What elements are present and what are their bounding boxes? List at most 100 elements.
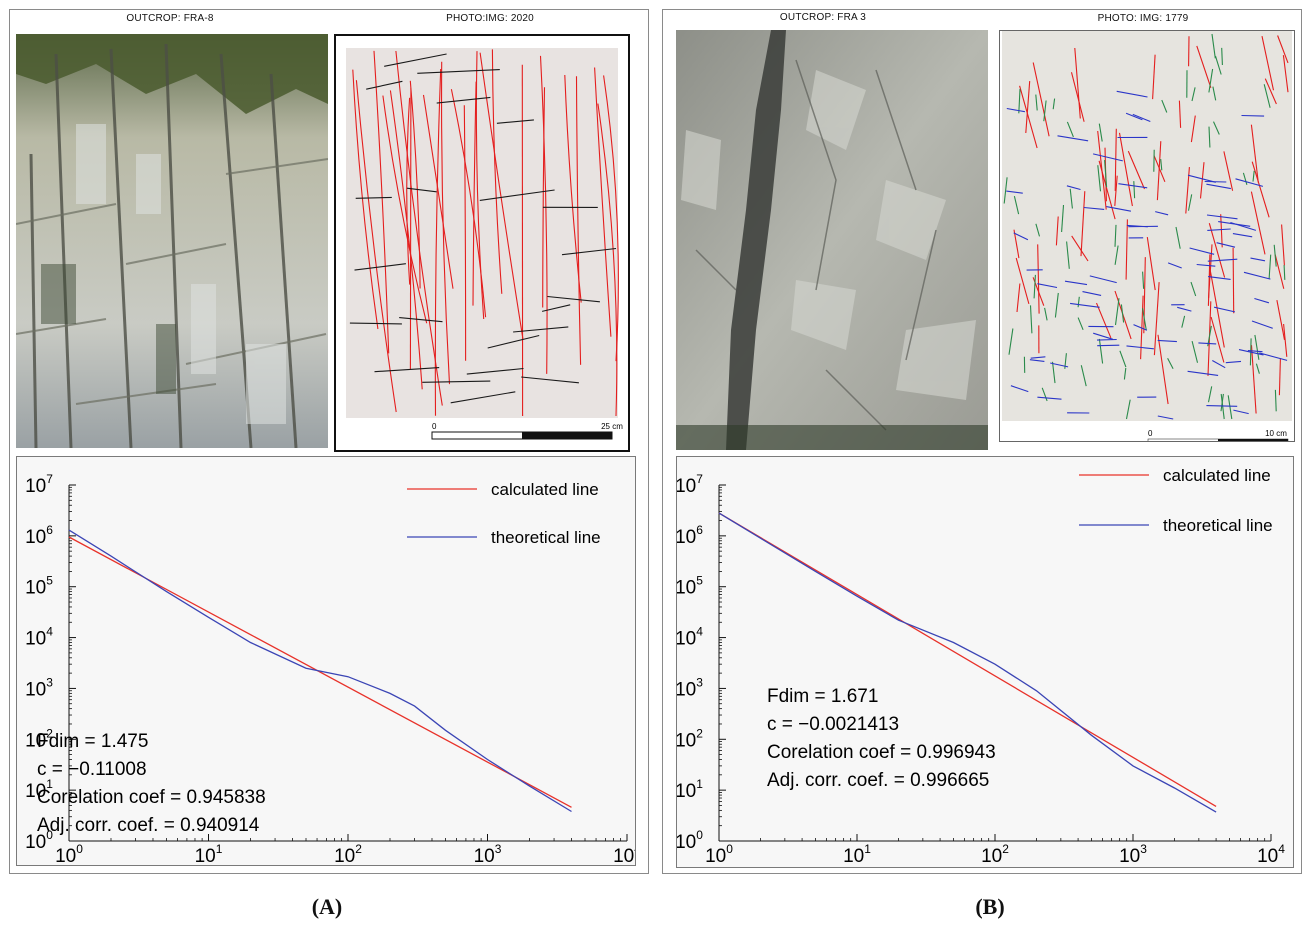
fracture-trace-green bbox=[1123, 367, 1127, 380]
fracture-trace-green bbox=[1054, 292, 1059, 318]
fracture-trace-green bbox=[1283, 265, 1286, 280]
fracture-trace-red bbox=[1153, 282, 1160, 356]
fracture-trace-green bbox=[1061, 204, 1065, 233]
fracture-trace-red bbox=[1095, 302, 1112, 339]
fracture-trace-blue bbox=[1097, 344, 1120, 347]
fracture-trace-blue bbox=[1243, 271, 1271, 280]
fracture-trace-map: 0 25 cm bbox=[334, 34, 630, 452]
fracture-trace-green bbox=[1077, 296, 1080, 308]
fracture-trace-black bbox=[406, 187, 437, 193]
fracture-trace-green bbox=[1268, 254, 1272, 279]
fracture-trace-red bbox=[1016, 283, 1021, 313]
fracture-trace-red bbox=[1250, 124, 1259, 183]
scale-start: 0 bbox=[1148, 429, 1153, 438]
fracture-trace-red bbox=[1199, 162, 1205, 199]
fracture-traces bbox=[349, 49, 619, 417]
fracture-trace-red bbox=[352, 69, 379, 330]
fractal-chart-b: 100 101 102 103 104 100 101 102 103 104 105 106 107 c… bbox=[676, 456, 1294, 868]
fracture-trace-red bbox=[472, 81, 477, 306]
series-calculated-line bbox=[718, 512, 1217, 807]
fracture-trace-green bbox=[1033, 274, 1036, 299]
fracture-trace-red bbox=[1070, 72, 1085, 122]
x-tick-label: 102 bbox=[981, 842, 1009, 867]
fracture-trace-black bbox=[384, 53, 447, 67]
fracture-trace-red bbox=[491, 49, 503, 294]
fracture-trace-green bbox=[1220, 393, 1224, 412]
fracture-trace-red bbox=[1250, 345, 1257, 414]
scale-end: 10 cm bbox=[1265, 429, 1287, 438]
series-theoretical-line bbox=[718, 512, 1217, 813]
outcrop-photo bbox=[676, 30, 988, 450]
fracture-trace-red bbox=[1025, 81, 1031, 134]
fracture-trace-blue bbox=[1218, 221, 1251, 227]
fracture-trace-blue bbox=[1187, 174, 1216, 183]
x-tick-label: 103 bbox=[1119, 842, 1147, 867]
fracture-trace-red bbox=[539, 55, 548, 374]
stats-line: Corelation coef = 0.945838 bbox=[37, 787, 266, 808]
y-tick-label: 105 bbox=[25, 574, 53, 599]
fracture-trace-red bbox=[1156, 141, 1162, 201]
fracture-trace-red bbox=[1185, 167, 1190, 214]
fracture-trace-blue bbox=[1096, 338, 1117, 341]
fracture-trace-green bbox=[1098, 338, 1104, 364]
stats-line: Adj. corr. coef. = 0.996665 bbox=[767, 770, 989, 791]
fracture-trace-red bbox=[1208, 223, 1226, 278]
fracture-trace-blue bbox=[1213, 306, 1236, 313]
fracture-trace-black bbox=[479, 189, 555, 201]
fracture-trace-green bbox=[1191, 340, 1199, 363]
fracture-trace-red bbox=[1251, 161, 1270, 218]
scale-start: 0 bbox=[432, 422, 437, 431]
fracture-trace-red bbox=[1098, 160, 1116, 220]
panel-a: OUTCROP: FRA-8 PHOTO:IMG: 2020 bbox=[9, 9, 649, 874]
y-tick-label: 105 bbox=[677, 574, 703, 599]
fracture-trace-blue bbox=[1118, 183, 1148, 189]
fracture-trace-green bbox=[1208, 68, 1214, 93]
fracture-trace-red bbox=[1125, 219, 1128, 280]
fracture-trace-red bbox=[1055, 216, 1059, 246]
fracture-trace-green bbox=[1141, 308, 1147, 331]
fracture-trace-black bbox=[349, 322, 402, 325]
fracture-trace-black bbox=[547, 295, 600, 303]
fracture-trace-green bbox=[1263, 84, 1271, 108]
fracture-trace-red bbox=[1071, 235, 1089, 262]
x-tick-label: 101 bbox=[195, 842, 223, 865]
fracture-trace-black bbox=[399, 317, 443, 323]
fracture-trace-green bbox=[1114, 224, 1117, 247]
fracture-trace-red bbox=[475, 51, 485, 320]
y-tick-label: 103 bbox=[25, 675, 53, 700]
fracture-trace-green bbox=[1066, 121, 1074, 138]
y-tick-label: 102 bbox=[677, 726, 703, 751]
photo-label: PHOTO: IMG: 1779 bbox=[1097, 13, 1189, 24]
fracture-trace-blue bbox=[1116, 90, 1148, 98]
fracture-trace-black bbox=[466, 367, 524, 375]
fracture-trace-red bbox=[1232, 247, 1235, 314]
fracture-trace-blue bbox=[1133, 324, 1148, 331]
fracture-trace-blue bbox=[1155, 211, 1169, 216]
fracture-trace-red bbox=[1118, 132, 1133, 207]
fracture-trace-green bbox=[1252, 170, 1255, 182]
fracture-trace-blue bbox=[1050, 362, 1069, 368]
scale-bar: 0 10 cm bbox=[1147, 429, 1289, 441]
fracture-trace-blue bbox=[1207, 228, 1231, 231]
fracture-trace-black bbox=[422, 380, 491, 383]
fracture-trace-green bbox=[1161, 99, 1168, 113]
fracture-trace-blue bbox=[1241, 114, 1265, 117]
fracture-trace-blue bbox=[1206, 214, 1238, 220]
fracture-trace-blue bbox=[1064, 280, 1088, 286]
fracture-trace-blue bbox=[1208, 276, 1231, 280]
fracture-trace-red bbox=[1277, 35, 1289, 64]
x-tick-label: 104 bbox=[613, 842, 635, 865]
fracture-trace-red bbox=[1264, 78, 1277, 105]
legend-label: calculated line bbox=[491, 480, 599, 499]
fracture-trace-red bbox=[479, 52, 524, 339]
fracture-trace-green bbox=[1043, 100, 1047, 122]
fracture-trace-blue bbox=[1029, 359, 1045, 362]
fracture-trace-red bbox=[1080, 191, 1086, 257]
panel-letter-b: (B) bbox=[975, 894, 1005, 919]
fracture-trace-blue bbox=[1235, 178, 1264, 187]
x-tick-label: 103 bbox=[474, 842, 502, 865]
fracture-trace-red bbox=[1276, 299, 1286, 341]
fracture-trace-red bbox=[1140, 295, 1144, 360]
y-tick-label: 104 bbox=[677, 625, 703, 650]
stats-line: Corelation coef = 0.996943 bbox=[767, 742, 996, 763]
